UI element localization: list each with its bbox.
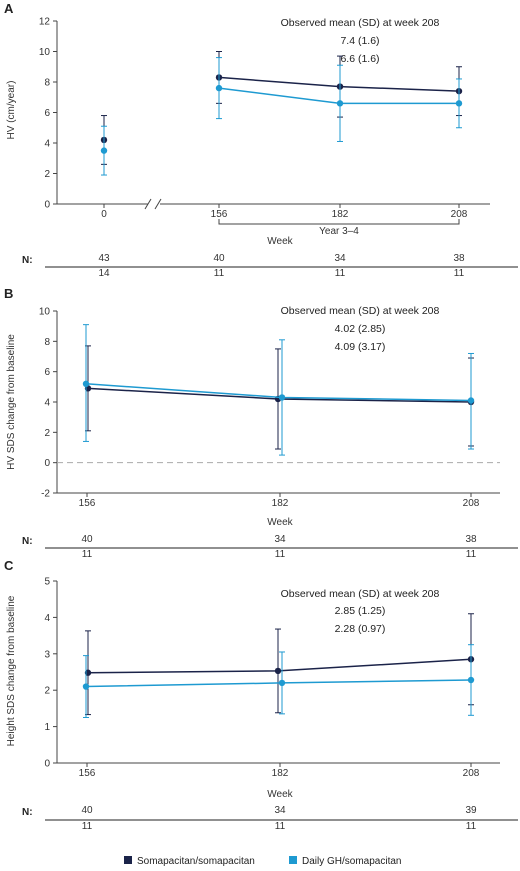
panel-b-series-2-n-value: 11 (82, 549, 93, 560)
panel-b-x-tick-label: 156 (79, 498, 96, 509)
panel-a-series-1-n-value: 38 (453, 253, 465, 264)
panel-c-series-1-n-value: 34 (274, 805, 286, 816)
panel-a-y-tick-label: 4 (44, 139, 50, 150)
legend-label-daily-gh: Daily GH/somapacitan (302, 856, 401, 867)
panel-a-letter: A (4, 1, 14, 16)
panel-c-annotation-value-2: 2.28 (0.97) (335, 623, 386, 635)
panel-b-annotation-title: Observed mean (SD) at week 208 (281, 305, 440, 317)
panel-b-series-1-n-value: 38 (465, 534, 477, 545)
panel-a-y-tick-label: 8 (44, 78, 50, 89)
panel-c-series-2-n-value: 11 (466, 821, 477, 832)
panel-c-series-1-point (274, 667, 282, 675)
panel-b-y-tick-label: 6 (44, 367, 50, 378)
panel-b-y-tick-label: 10 (39, 307, 51, 318)
panel-c-y-tick-label: 0 (44, 759, 50, 770)
legend-swatch-daily-gh (289, 856, 297, 864)
panel-b-xlabel: Week (267, 517, 293, 528)
panel-a-series-2-point (336, 100, 344, 107)
panel-b-y-tick-label: -2 (41, 489, 50, 500)
panel-b-series-2-point (278, 394, 286, 401)
panel-b-series-1-n-value: 34 (274, 534, 286, 545)
panel-a-series-1-n-value: 40 (213, 253, 225, 264)
panel-b: B HV SDS change from baseline Observed m… (4, 286, 440, 547)
panel-c-series-1-n-value: 39 (465, 805, 477, 816)
panel-a-x-tick-label: 0 (101, 209, 107, 220)
panel-b-y-tick-label: 0 (44, 458, 50, 469)
panel-a-y-tick-label: 6 (44, 108, 50, 119)
panel-c-x-tick-label: 156 (79, 768, 96, 779)
panel-c-ylabel: Height SDS change from baseline (6, 595, 17, 746)
panel-b-series-2-n-value: 11 (275, 549, 286, 560)
panel-b-series-2-point (467, 397, 475, 404)
panel-b-y-tick-label: 4 (44, 398, 50, 409)
panel-a-series-2-point (215, 84, 223, 92)
panel-b-series-2-point (82, 380, 90, 387)
panel-c-series-2-point (278, 679, 286, 687)
panel-c-series-2-point (467, 676, 475, 684)
panel-a: A HV (cm/year) Observed mean (SD) at wee… (4, 1, 440, 266)
panel-c-y-tick-label: 4 (44, 613, 50, 624)
panel-a-xlabel: Week (267, 236, 293, 247)
panel-a-n-label: N: (22, 255, 33, 266)
panel-a-y-tick-label: 0 (44, 200, 50, 211)
panel-c-annotation-title: Observed mean (SD) at week 208 (281, 588, 440, 600)
panel-a-x-tick-label: 156 (211, 209, 228, 220)
panel-c-y-tick-label: 3 (44, 649, 50, 660)
panel-c-annotation-value-1: 2.85 (1.25) (335, 605, 386, 617)
panel-c-series-2-point (82, 683, 90, 690)
panel-b-y-tick-label: 8 (44, 337, 50, 348)
panel-c-n-label: N: (22, 807, 33, 818)
panel-b-x-tick-label: 208 (463, 498, 480, 509)
panel-c-series-2-n-value: 11 (275, 821, 286, 832)
panel-b-annotation-value-2: 4.09 (3.17) (335, 341, 386, 353)
panel-b-series-2-n-value: 11 (466, 549, 477, 560)
panel-c: C Height SDS change from baseline Observ… (4, 558, 440, 818)
panel-a-series-2-point (455, 100, 463, 107)
panel-a-series-2-point (100, 147, 108, 154)
panel-c-y-tick-label: 1 (44, 722, 50, 733)
panel-a-series-1-n-value: 34 (334, 253, 346, 264)
panel-a-ylabel: HV (cm/year) (6, 81, 17, 140)
panel-a-axis-break-mark (144, 198, 152, 210)
panel-c-x-tick-label: 182 (272, 768, 289, 779)
panel-a-series-2-n-value: 11 (335, 268, 346, 279)
panel-a-series-1-n-value: 43 (98, 253, 110, 264)
panel-b-y-tick-label: 2 (44, 428, 50, 439)
panel-b-letter: B (4, 286, 13, 301)
panel-b-n-label: N: (22, 536, 33, 547)
panel-a-series-2-n-value: 11 (214, 268, 225, 279)
panel-c-series-1-n-value: 40 (81, 805, 93, 816)
panel-a-annotation-value-2: 6.6 (1.6) (340, 53, 379, 65)
panel-c-y-tick-label: 5 (44, 577, 50, 588)
panel-b-x-tick-label: 182 (272, 498, 289, 509)
panel-a-annotation-title: Observed mean (SD) at week 208 (281, 17, 440, 29)
legend-label-somapacitan: Somapacitan/somapacitan (137, 856, 255, 867)
panel-c-x-tick-label: 208 (463, 768, 480, 779)
panel-c-xlabel: Week (267, 789, 293, 800)
panel-c-y-tick-label: 2 (44, 686, 50, 697)
panel-a-axis-break-mark (154, 198, 162, 210)
panel-a-year-bracket (218, 219, 460, 225)
panel-a-x-tick-label: 182 (332, 209, 349, 220)
panel-b-annotation-value-1: 4.02 (2.85) (335, 323, 386, 335)
panel-a-y-tick-label: 12 (39, 17, 51, 28)
legend-swatch-somapacitan (124, 856, 132, 864)
panel-b-series-1-n-value: 40 (81, 534, 93, 545)
panel-a-y-tick-label: 10 (39, 47, 51, 58)
panel-b-ylabel: HV SDS change from baseline (6, 334, 17, 470)
panel-c-letter: C (4, 558, 14, 573)
legend: Somapacitan/somapacitan Daily GH/somapac… (124, 856, 401, 867)
panel-a-series-2-n-value: 14 (98, 268, 110, 279)
panel-a-y-tick-label: 2 (44, 169, 50, 180)
panel-a-x-tick-label: 208 (451, 209, 468, 220)
panel-a-bracket-label: Year 3–4 (319, 226, 359, 237)
panel-a-annotation-value-1: 7.4 (1.6) (340, 35, 379, 47)
panel-c-series-2-n-value: 11 (82, 821, 93, 832)
panel-a-series-2-n-value: 11 (454, 268, 465, 279)
